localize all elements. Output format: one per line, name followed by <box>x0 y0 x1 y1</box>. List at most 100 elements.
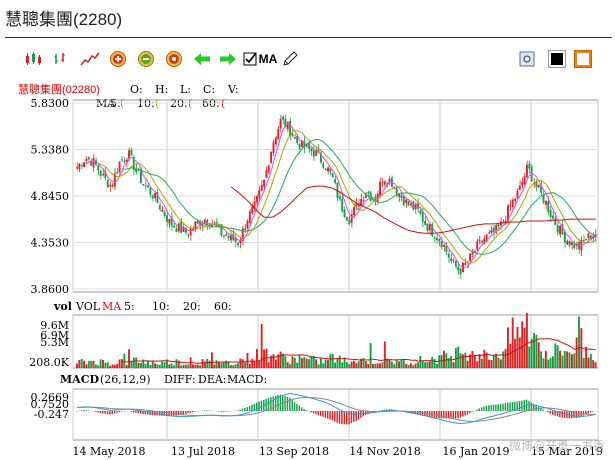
volume-bar <box>308 359 310 368</box>
line-icon[interactable] <box>79 49 101 69</box>
macd-bar <box>291 400 293 411</box>
volume-bar <box>398 361 400 368</box>
candle-body <box>94 160 97 165</box>
candle-body <box>139 168 142 183</box>
candle-body <box>282 116 284 120</box>
volume-bar <box>315 359 318 368</box>
volume-bar <box>151 360 154 368</box>
volume-bar <box>390 361 393 368</box>
date-tick-label: 13 Jul 2018 <box>171 445 235 458</box>
vol-ma5-legend: 5: <box>124 300 135 313</box>
candle-body <box>158 205 161 210</box>
volume-bar <box>554 343 557 368</box>
white-theme-icon[interactable] <box>573 49 593 69</box>
macd-lines <box>77 393 596 425</box>
volume-bar <box>296 362 299 368</box>
volume-bar <box>563 351 566 368</box>
volume-bar <box>158 364 161 368</box>
volume-bar <box>521 321 524 368</box>
volume-bar <box>400 359 403 368</box>
macd-bar <box>559 411 561 418</box>
volume-bar <box>409 363 412 368</box>
candle-body <box>414 204 417 210</box>
macd-bar <box>120 411 123 412</box>
candle-body <box>92 157 95 168</box>
macd-bar <box>383 409 386 411</box>
reset-icon[interactable] <box>163 49 185 69</box>
volume-bar <box>507 327 509 368</box>
date-tick-label: 15 Mar 2019 <box>531 445 603 458</box>
black-theme-icon[interactable] <box>547 49 567 69</box>
candle-body <box>319 152 322 163</box>
price-tick-label: 4.8450 <box>31 190 70 203</box>
macd-bar <box>137 411 139 414</box>
chart-grid <box>72 99 599 441</box>
volume-bar <box>310 355 313 368</box>
candle-body <box>379 181 382 196</box>
candle-body <box>440 241 443 248</box>
zoom-out-icon[interactable] <box>135 49 157 69</box>
candle-body <box>329 168 332 172</box>
volume-bar <box>137 362 140 368</box>
candle-body <box>559 225 562 235</box>
macd-bar <box>118 411 121 413</box>
bar-icon[interactable] <box>51 49 73 69</box>
volume-bar <box>405 364 408 368</box>
volume-bar <box>402 359 405 368</box>
macd-bar <box>331 411 334 421</box>
candle-body <box>355 202 358 206</box>
macd-bar <box>113 411 116 414</box>
candle-body <box>478 239 481 242</box>
candle-body <box>518 185 521 191</box>
macd-bar <box>305 410 308 411</box>
ma-toggle-label[interactable]: MA <box>258 52 278 66</box>
candle-body <box>263 179 265 187</box>
candle-body <box>552 215 554 219</box>
volume-bar <box>367 364 370 368</box>
volume-bar <box>431 356 434 368</box>
candle-body <box>305 144 308 147</box>
candle-body <box>383 181 386 185</box>
macd-bar <box>457 411 459 419</box>
macd-bar <box>94 411 97 412</box>
candle-body <box>372 199 374 201</box>
candle-body <box>317 149 320 153</box>
volume-bar <box>87 361 90 368</box>
volume-bar <box>225 360 228 368</box>
macd-bar <box>284 396 286 411</box>
candle-body <box>367 192 370 194</box>
macd-bar <box>497 404 499 411</box>
vol-ma10-legend: 10: <box>152 300 170 313</box>
candle-body <box>535 181 538 187</box>
macd-bar <box>180 411 182 415</box>
volume-bar <box>547 359 550 368</box>
volume-bar <box>227 362 230 368</box>
macd-bar <box>338 411 341 424</box>
macd-bar <box>341 411 343 425</box>
macd-panel-title: MACD <box>60 373 100 386</box>
volume-bar <box>246 353 249 368</box>
macd-bar <box>589 411 592 413</box>
candlestick-icon[interactable] <box>23 49 45 69</box>
pencil-icon[interactable] <box>280 49 300 69</box>
candle-body <box>540 185 543 193</box>
volume-bar <box>426 361 429 368</box>
arrow-right-icon[interactable] <box>217 49 239 69</box>
volume-bar <box>471 351 474 368</box>
zoom-in-icon[interactable] <box>107 49 129 69</box>
candle-body <box>374 198 377 202</box>
settings-icon[interactable] <box>518 49 536 69</box>
candle-body <box>528 163 531 169</box>
candle-body <box>445 245 448 252</box>
ma-checkbox-icon[interactable] <box>243 49 257 69</box>
volume-bar <box>362 358 365 368</box>
macd-bar <box>334 411 336 422</box>
page-title: 慧聰集團(2280) <box>5 10 123 29</box>
candle-body <box>161 209 164 212</box>
volume-bar <box>445 353 448 368</box>
volume-bar <box>206 358 209 368</box>
macd-bar <box>194 411 196 412</box>
arrow-left-icon[interactable] <box>191 49 213 69</box>
volume-bar <box>215 360 218 368</box>
